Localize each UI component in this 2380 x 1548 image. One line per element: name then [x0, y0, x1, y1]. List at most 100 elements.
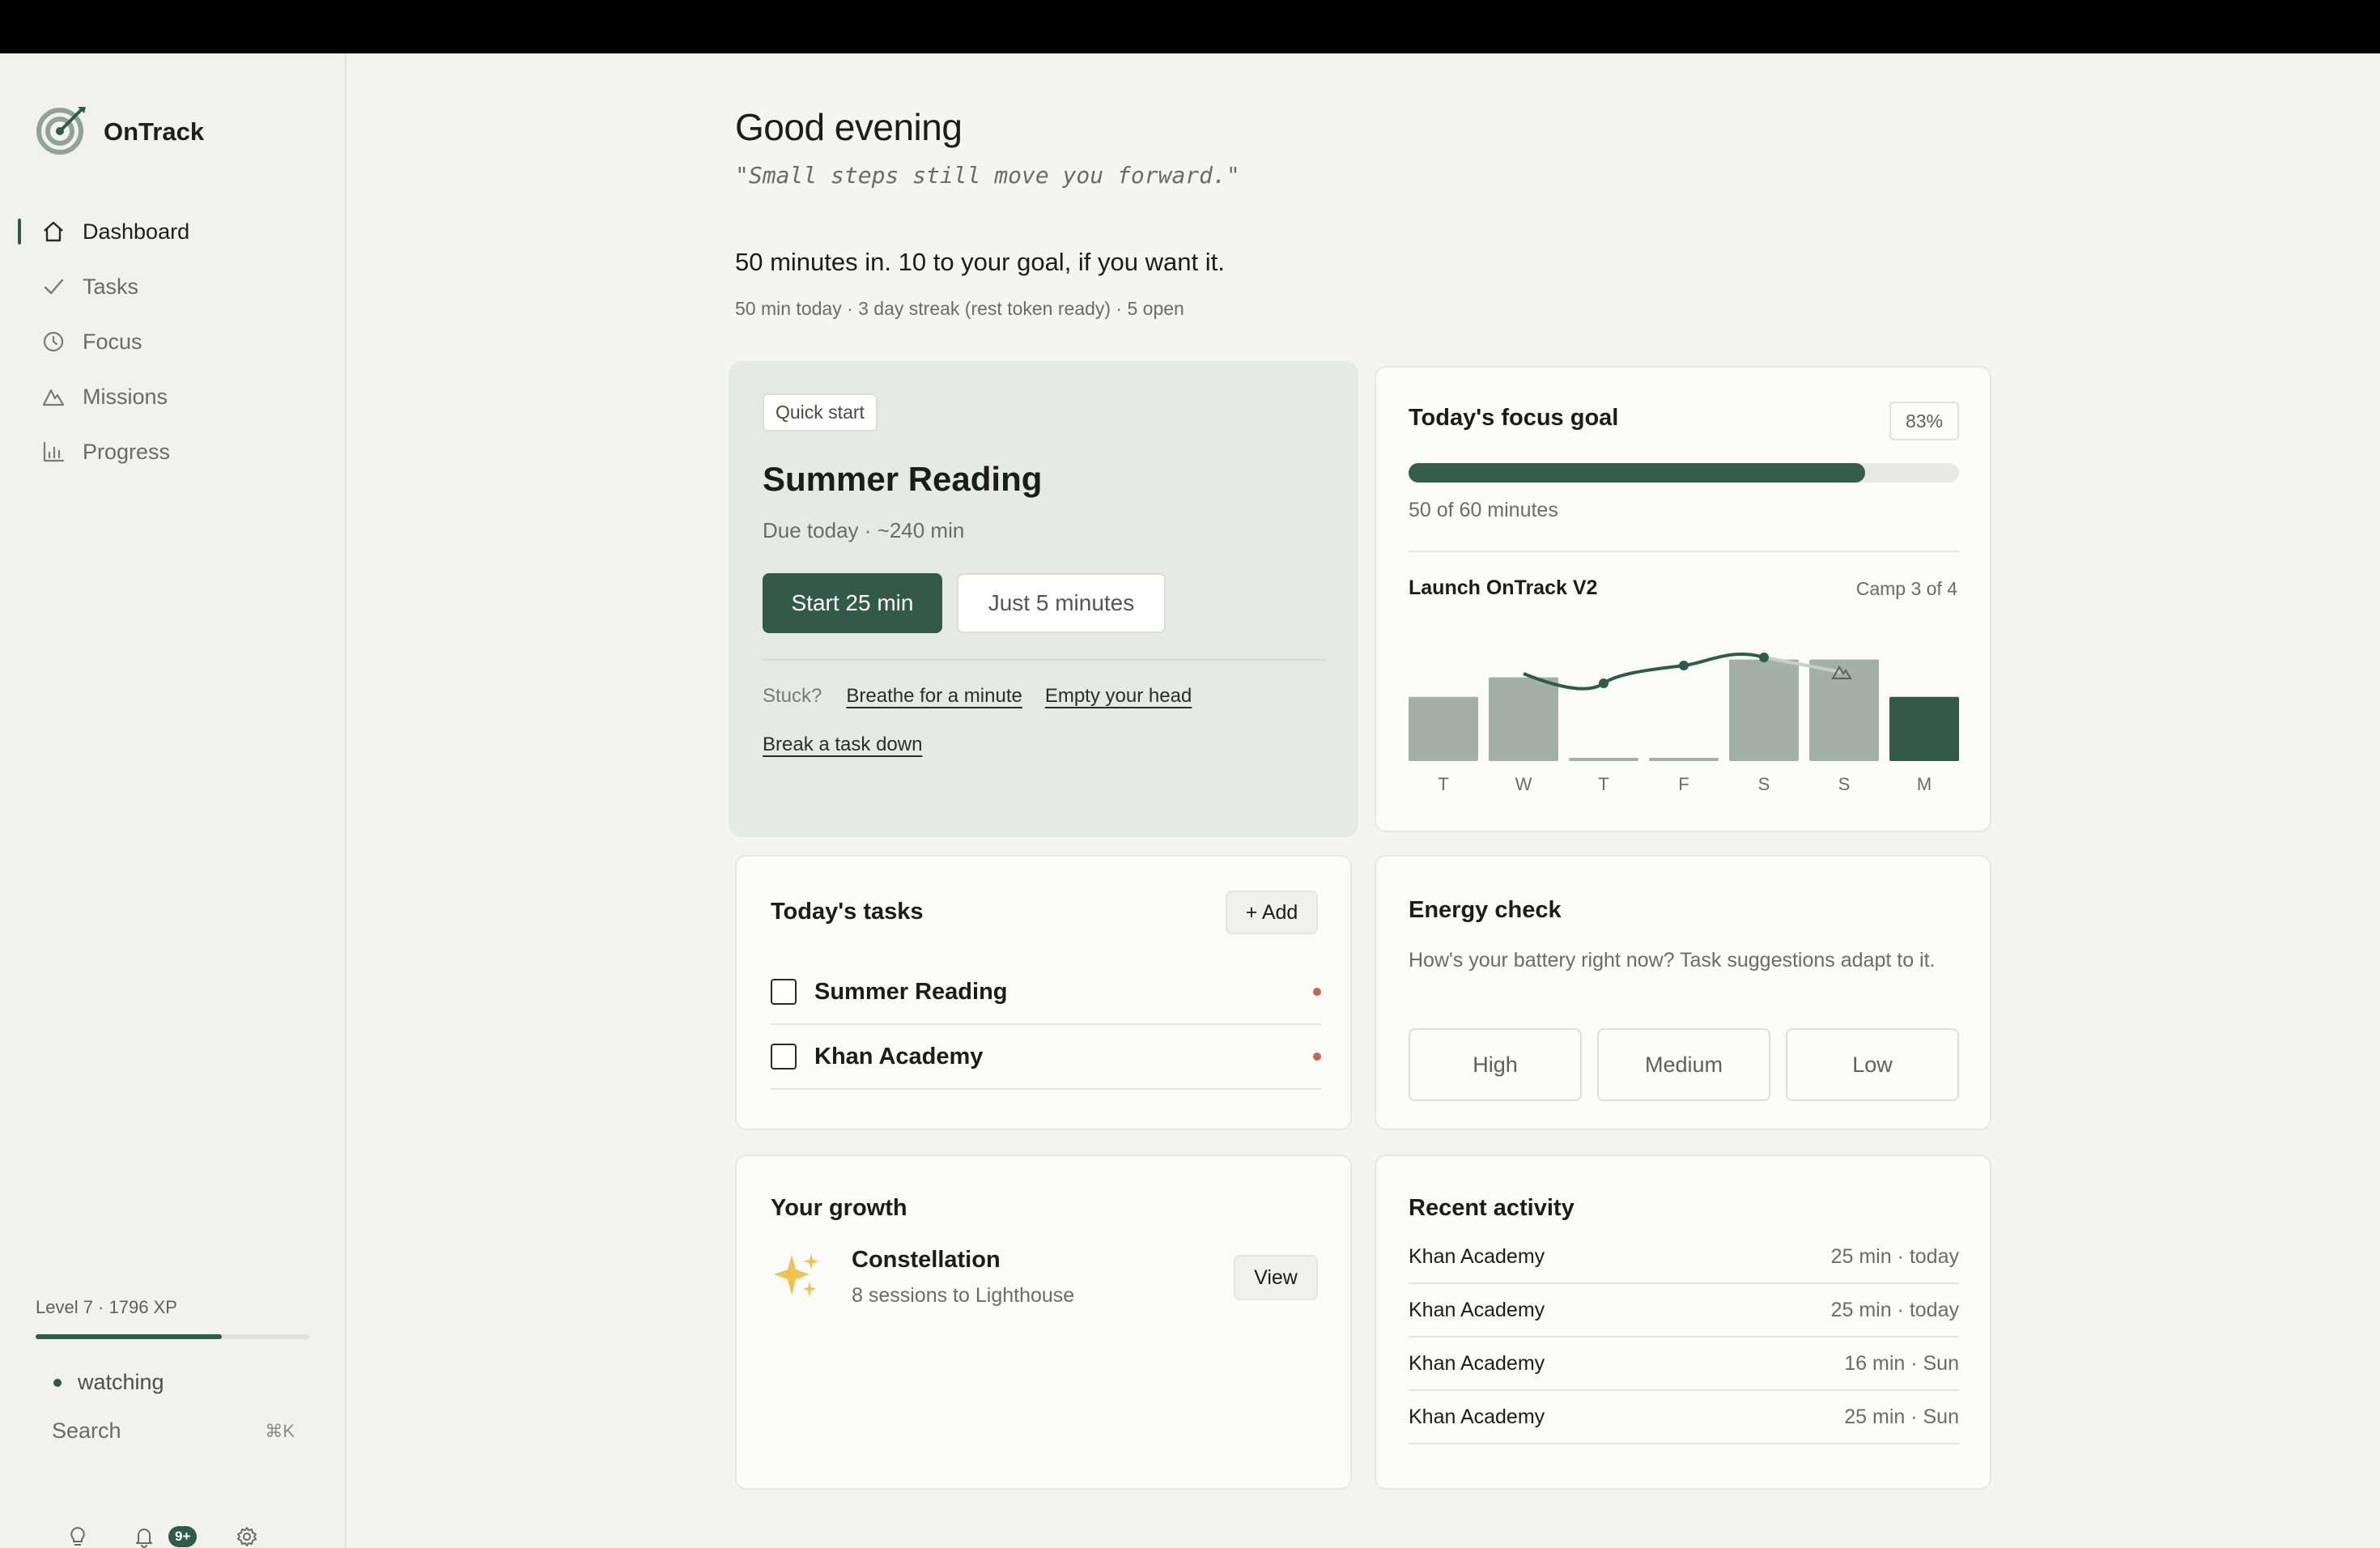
chart-bar	[1809, 659, 1879, 761]
energy-low-button[interactable]: Low	[1786, 1028, 1959, 1101]
chart-bar	[1889, 696, 1959, 761]
notification-badge[interactable]: 9+	[168, 1526, 198, 1547]
target-logo-icon	[36, 102, 91, 161]
sidebar-item-dashboard[interactable]: Dashboard	[0, 204, 345, 259]
task-checkbox[interactable]	[771, 1044, 797, 1070]
chart-day-label: T	[1598, 774, 1609, 794]
stuck-helpers: Stuck? Breathe for a minute Empty your h…	[763, 685, 1214, 708]
sparkles-icon	[771, 1250, 822, 1302]
quick-start-due: Due today · ~240 min	[763, 518, 965, 542]
chart-bar	[1649, 758, 1719, 761]
sidebar-item-missions[interactable]: Missions	[0, 369, 345, 424]
status-indicator[interactable]: watching	[53, 1370, 164, 1395]
task-checkbox[interactable]	[771, 979, 797, 1005]
growth-title: Your growth	[771, 1195, 907, 1221]
focus-goal-title: Today's focus goal	[1409, 405, 1619, 431]
sidebar: OnTrack Dashboard Tasks Focus Missions	[0, 53, 346, 1548]
your-growth-card: Your growth Constellation 8 sessions to …	[735, 1155, 1352, 1490]
quick-start-title: Summer Reading	[763, 460, 1043, 498]
bell-icon[interactable]	[131, 1524, 157, 1548]
activity-meta: 25 min · today	[1830, 1298, 1959, 1321]
chart-day-label: W	[1515, 774, 1532, 794]
sidebar-item-label: Missions	[83, 384, 168, 409]
search-button[interactable]: Search ⌘K	[52, 1418, 295, 1444]
weekly-focus-chart	[1409, 652, 1959, 761]
sidebar-item-progress[interactable]: Progress	[0, 424, 345, 479]
energy-high-button[interactable]: High	[1409, 1028, 1582, 1101]
task-name: Summer Reading	[814, 978, 1008, 1005]
mission-title: Launch OnTrack V2	[1409, 576, 1598, 599]
quick-start-card: Quick start Summer Reading Due today · ~…	[729, 361, 1358, 837]
daily-stats: 50 min today · 3 day streak (rest token …	[735, 298, 1184, 319]
activity-row: Khan Academy 25 min · Sun	[1409, 1391, 1959, 1444]
top-bar	[0, 0, 2380, 53]
stuck-label: Stuck?	[763, 685, 822, 707]
quick-start-tag: Quick start	[763, 393, 878, 432]
task-row[interactable]: Summer Reading	[771, 960, 1321, 1025]
just-5-minutes-button[interactable]: Just 5 minutes	[957, 573, 1166, 633]
break-task-down-link[interactable]: Break a task down	[763, 734, 923, 755]
view-growth-button[interactable]: View	[1234, 1255, 1318, 1300]
energy-medium-button[interactable]: Medium	[1597, 1028, 1770, 1101]
sidebar-item-tasks[interactable]: Tasks	[0, 259, 345, 314]
chart-day-label: S	[1757, 774, 1770, 794]
energy-check-card: Energy check How's your battery right no…	[1375, 855, 1991, 1130]
growth-next-stage: 8 sessions to Lighthouse	[852, 1284, 1075, 1307]
divider	[1409, 551, 1959, 552]
sidebar-item-focus[interactable]: Focus	[0, 314, 345, 369]
priority-dot	[1313, 988, 1321, 996]
brand-name: OnTrack	[104, 117, 205, 146]
recent-activity-card: Recent activity Khan Academy 25 min · to…	[1375, 1155, 1991, 1490]
chart-bar	[1569, 758, 1638, 761]
daily-summary: 50 minutes in. 10 to your goal, if you w…	[735, 248, 1225, 276]
chart-day-label: S	[1838, 774, 1851, 794]
energy-description: How's your battery right now? Task sugge…	[1409, 949, 1936, 972]
priority-dot	[1313, 1053, 1321, 1061]
sidebar-item-label: Focus	[83, 329, 142, 354]
energy-title: Energy check	[1409, 897, 1562, 923]
brand[interactable]: OnTrack	[36, 102, 204, 161]
sidebar-nav: Dashboard Tasks Focus Missions Progress	[0, 204, 345, 479]
bar-chart-icon	[40, 439, 66, 465]
sidebar-item-label: Progress	[83, 439, 171, 464]
page-title: Good evening	[735, 106, 963, 148]
activity-title: Recent activity	[1409, 1195, 1575, 1221]
mountain-icon	[40, 384, 66, 410]
empty-head-link[interactable]: Empty your head	[1044, 685, 1192, 707]
level-text: Level 7 · 1796 XP	[36, 1297, 177, 1317]
sidebar-item-label: Dashboard	[83, 219, 190, 244]
activity-meta: 25 min · Sun	[1844, 1405, 1959, 1428]
task-row[interactable]: Khan Academy	[771, 1025, 1321, 1090]
lightbulb-icon[interactable]	[65, 1524, 91, 1548]
add-task-button[interactable]: + Add	[1226, 891, 1318, 934]
sidebar-footer-icons: 9+	[65, 1524, 260, 1548]
clock-icon	[40, 329, 66, 355]
search-label: Search	[52, 1418, 121, 1443]
chart-bar	[1409, 696, 1478, 761]
xp-progress-bar	[36, 1334, 309, 1339]
focus-goal-card: Today's focus goal 83% 50 of 60 minutes …	[1375, 366, 1991, 832]
growth-stage-name: Constellation	[852, 1247, 1001, 1273]
summit-mountain-icon	[1831, 666, 1852, 679]
mission-camp-marker	[1599, 678, 1609, 688]
mission-trail-remaining	[1763, 656, 1842, 674]
mission-camp-marker	[1759, 653, 1769, 662]
activity-row: Khan Academy 25 min · today	[1409, 1231, 1959, 1284]
task-name: Khan Academy	[814, 1043, 984, 1070]
start-25-min-button[interactable]: Start 25 min	[763, 573, 942, 633]
chart-day-label: T	[1438, 774, 1449, 794]
home-icon	[40, 219, 66, 245]
breathe-link[interactable]: Breathe for a minute	[846, 685, 1022, 707]
check-icon	[40, 274, 66, 300]
stuck-helpers-row-2: Break a task down	[763, 734, 945, 756]
sidebar-item-label: Tasks	[83, 274, 139, 299]
activity-meta: 25 min · today	[1830, 1244, 1959, 1268]
focus-goal-progress-fill	[1409, 463, 1866, 483]
tasks-title: Today's tasks	[771, 899, 924, 925]
activity-meta: 16 min · Sun	[1844, 1351, 1959, 1375]
activity-name: Khan Academy	[1409, 1298, 1545, 1321]
divider	[763, 659, 1326, 661]
focus-goal-minutes: 50 of 60 minutes	[1409, 499, 1558, 521]
gear-icon[interactable]	[234, 1524, 260, 1548]
